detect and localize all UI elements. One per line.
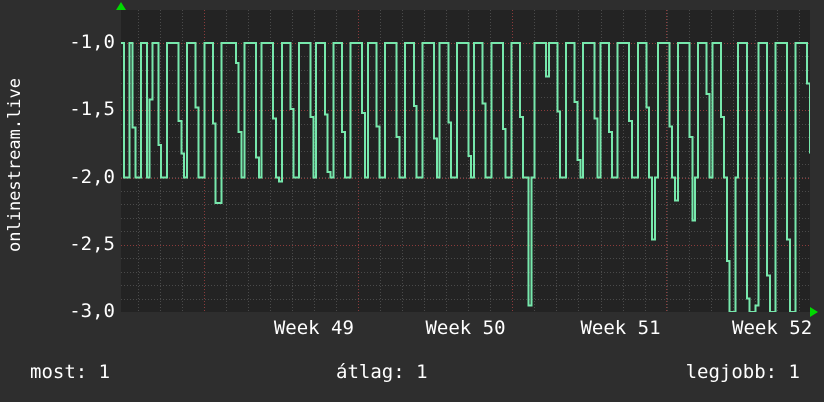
- y-axis-tick-label: -1,5: [69, 98, 115, 121]
- x-axis-tick-label: Week 50: [425, 317, 506, 339]
- data-series-layer: [121, 42, 810, 312]
- y-axis-tick-label: -2,5: [69, 232, 115, 255]
- y-axis-arrow-icon: [116, 2, 126, 10]
- plot-area: [121, 10, 810, 312]
- y-axis-tick-label: -1,0: [69, 31, 115, 53]
- plot-svg: [121, 10, 810, 312]
- legend-average: átlag: 1: [336, 361, 428, 383]
- x-axis-tick-label: Week 52: [732, 317, 813, 339]
- x-axis-tick-label: Week 51: [580, 317, 661, 339]
- y-axis-tick-label: -2,0: [69, 165, 115, 188]
- x-axis-tick-label: Week 49: [273, 317, 354, 339]
- data-series-line: [121, 42, 810, 312]
- legend-best: legjobb: 1: [685, 361, 800, 383]
- y-axis-tick-label: -3,0: [69, 300, 115, 322]
- x-axis-arrow-icon: [810, 307, 818, 317]
- footer-legend: most: 1 átlag: 1 legjobb: 1: [0, 358, 824, 392]
- legend-now: most: 1: [30, 361, 111, 383]
- x-axis-tick-labels: Week 49 Week 50 Week 51 Week 52: [0, 316, 824, 344]
- y-axis-tick-labels: -1,0 -1,5 -2,0 -2,5 -3,0: [0, 0, 121, 330]
